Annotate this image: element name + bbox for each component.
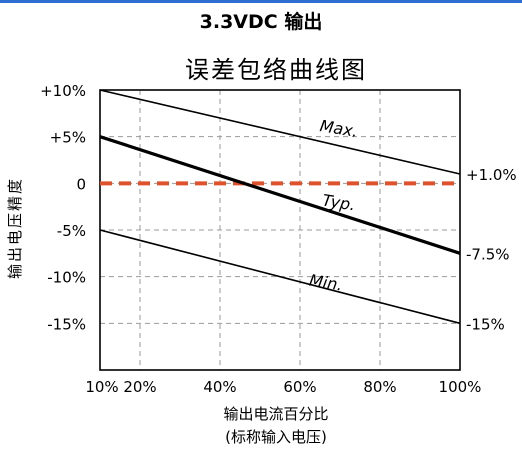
- x-tick-label: 60%: [283, 378, 316, 396]
- x-axis-sublabel: (标称输入电压): [225, 428, 327, 446]
- y-axis-label: 输出电压精度: [6, 177, 24, 279]
- plot-area: Max. Typ. Min. +1.0% -7.5% -15% +10% +5% 0 -5% -10…: [40, 82, 517, 396]
- series-label-typ: Typ.: [321, 191, 357, 215]
- series-line-typ: [99, 135, 461, 255]
- y-tick-label: +5%: [50, 129, 86, 147]
- end-label-min: -15%: [466, 315, 505, 333]
- end-label-max: +1.0%: [466, 166, 517, 184]
- y-tick-label: 0: [76, 175, 86, 193]
- top-accent-rule: [0, 0, 522, 3]
- series-line-min: [99, 229, 461, 325]
- y-tick-label: -5%: [57, 222, 86, 240]
- x-tick-label: 10%: [85, 378, 118, 396]
- x-tick-label: 20%: [123, 378, 156, 396]
- series-label-min: Min.: [308, 271, 344, 295]
- series-label-max: Max.: [319, 116, 360, 141]
- series-line-max: [99, 89, 461, 175]
- y-tick-label: -15%: [47, 315, 86, 333]
- chart-title: 误差包络曲线图: [185, 56, 367, 84]
- y-tick-label: -10%: [47, 269, 86, 287]
- y-tick-label: +10%: [40, 82, 86, 100]
- x-tick-label: 80%: [363, 378, 396, 396]
- x-axis-label: 输出电流百分比: [223, 405, 328, 423]
- end-label-typ: -7.5%: [466, 245, 510, 263]
- x-tick-label: 40%: [203, 378, 236, 396]
- x-tick-label: 100%: [439, 378, 482, 396]
- header-title: 3.3VDC 输出: [200, 10, 323, 33]
